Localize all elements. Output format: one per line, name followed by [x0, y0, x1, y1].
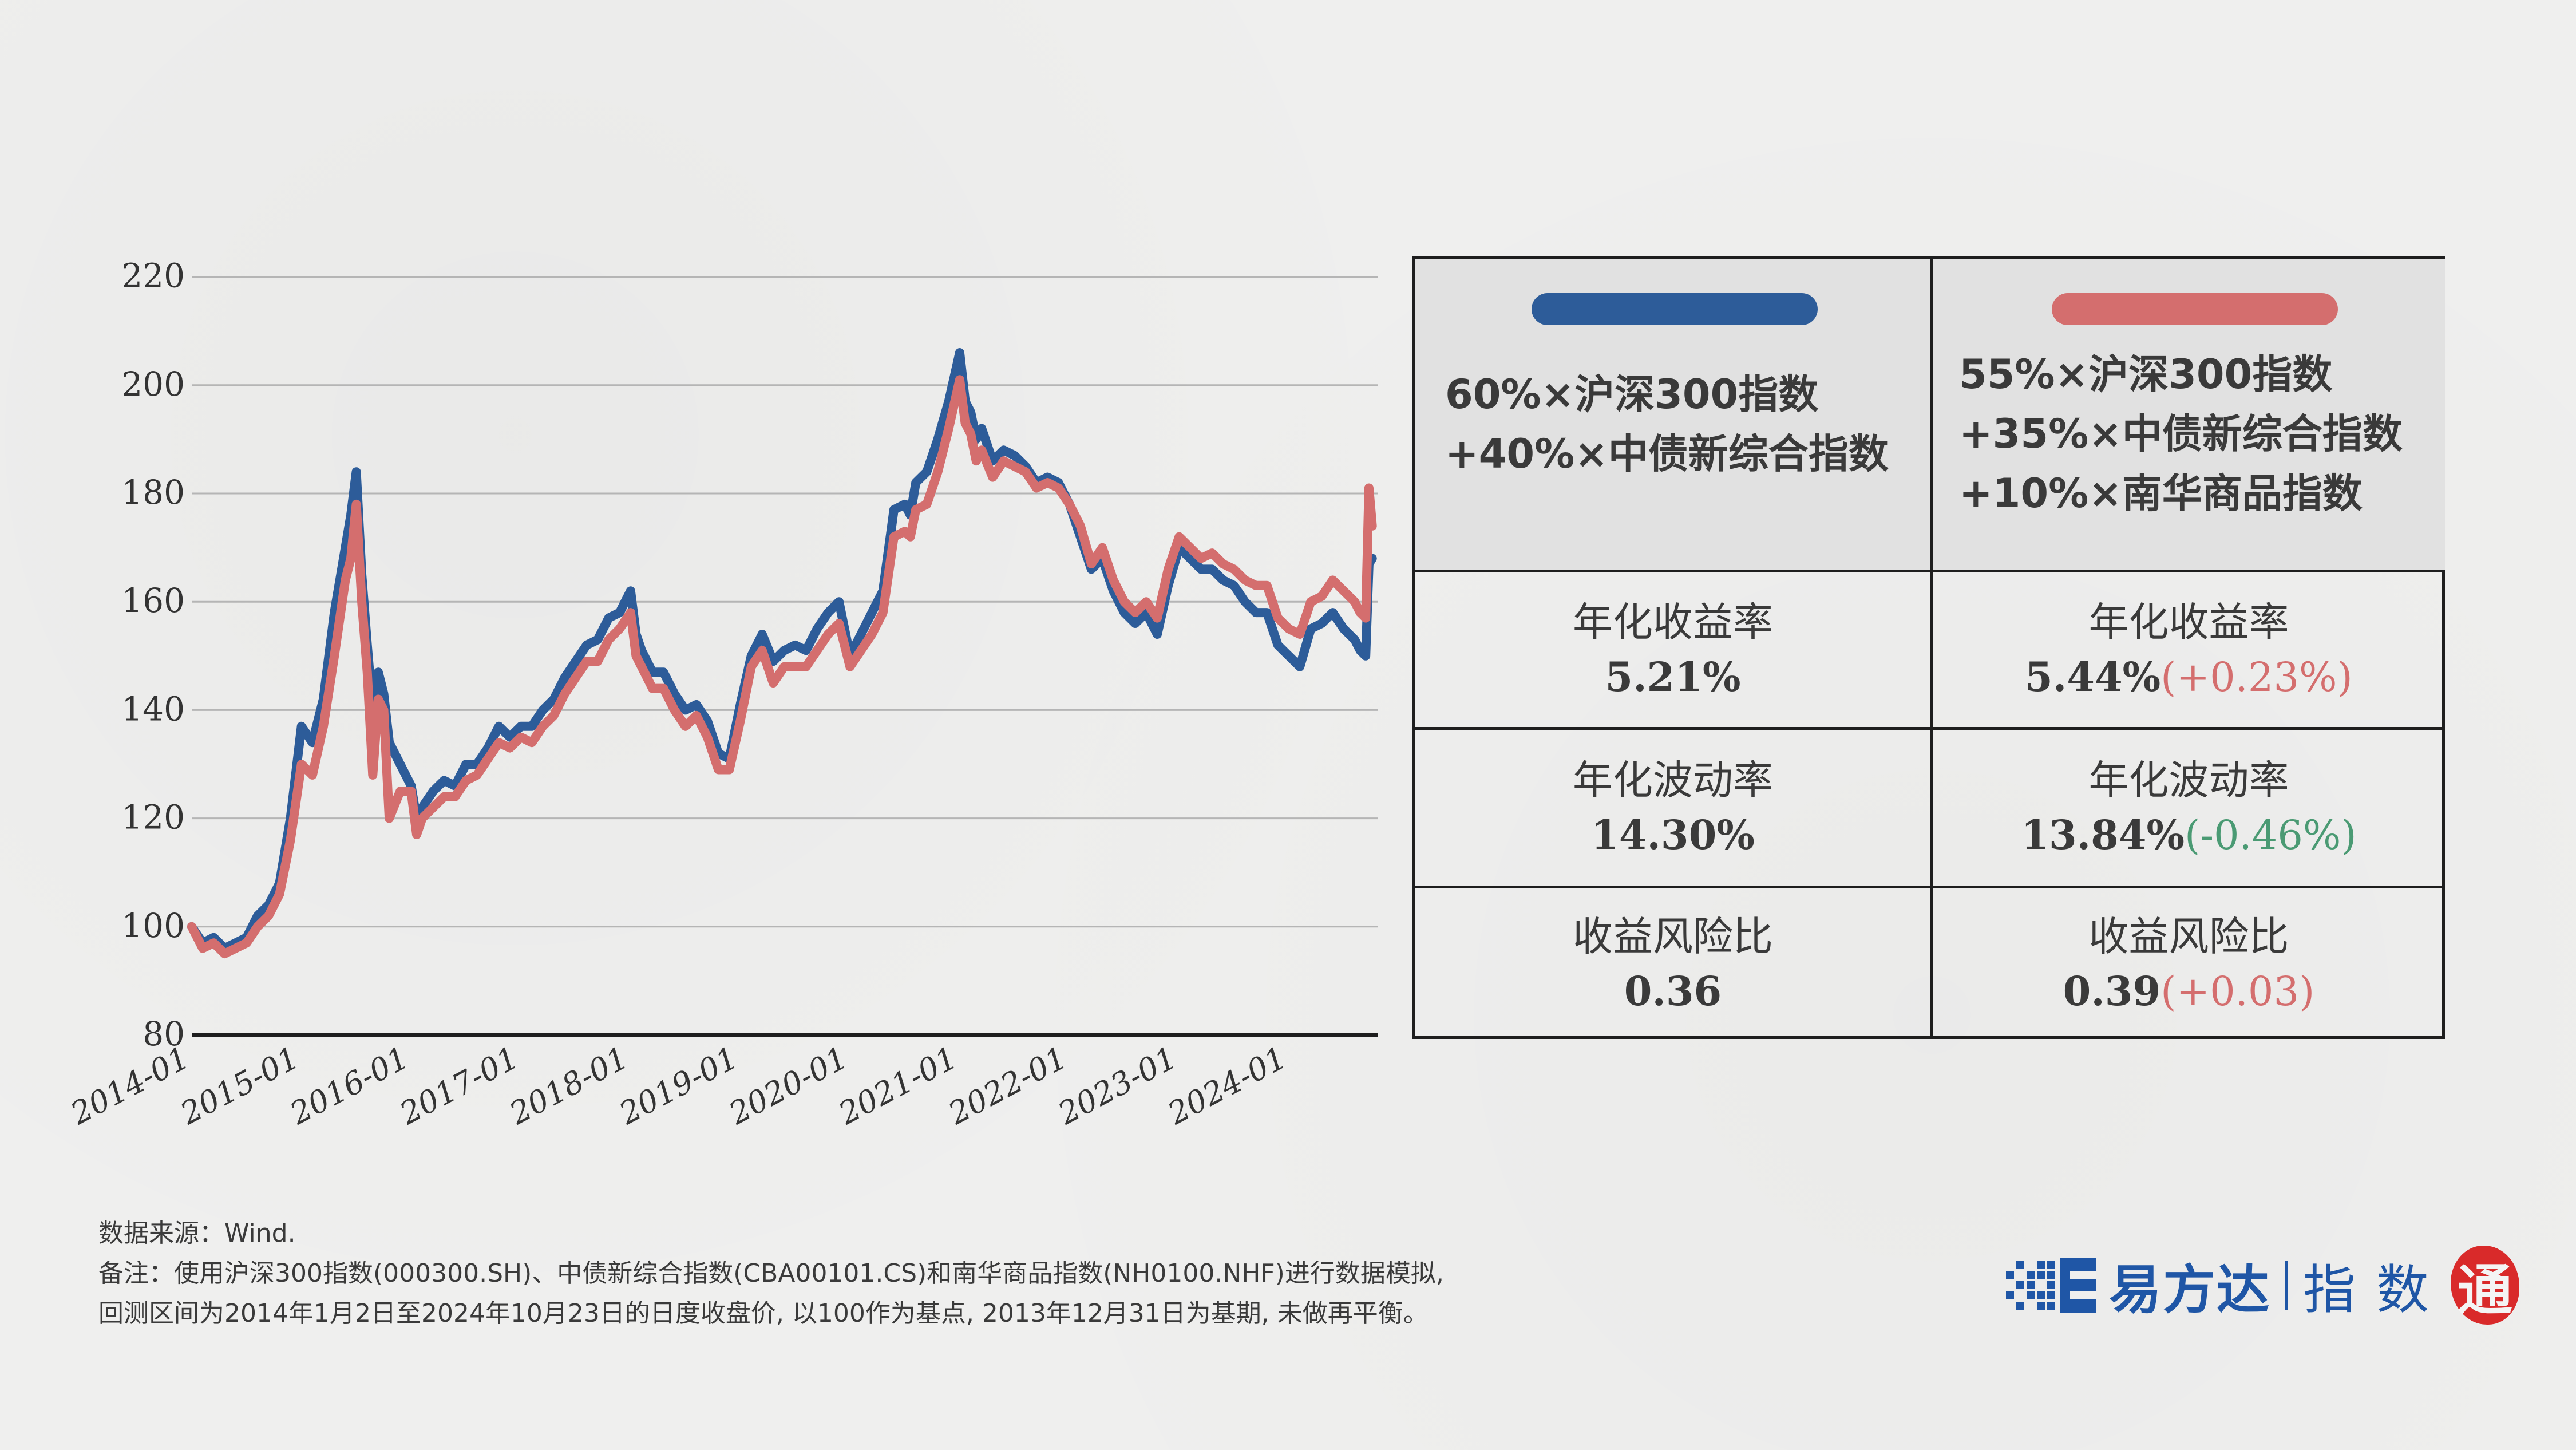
y-tick-label: 220 [121, 256, 185, 295]
series-line-portfolio-a [187, 348, 1377, 953]
header-cell-portfolio-a: 60%×沪深300指数 +40%×中债新综合指数 [1415, 259, 1930, 570]
logo-e-icon [2060, 1258, 2096, 1313]
row-divider [1415, 727, 2442, 730]
y-tick-label: 100 [121, 906, 185, 945]
delta-negative: (-0.46%) [2185, 812, 2357, 859]
remark-line-2: 回测区间为2014年1月2日至2024年10月23日的日度收盘价, 以100作为… [98, 1299, 1429, 1328]
x-tick-label: 2022-01 [942, 1040, 1073, 1132]
brand-logo: 易方达 指数 通 [2006, 1246, 2520, 1325]
brand-sub-name: 指数 [2303, 1259, 2450, 1321]
legend-swatch-portfolio-b [2052, 293, 2338, 325]
seal-stamp-icon: 通 [2451, 1246, 2520, 1325]
comparison-table: 60%×沪深300指数 +40%×中债新综合指数 55%×沪深300指数 +35… [1412, 256, 2445, 1039]
x-tick-label: 2014-01 [65, 1040, 196, 1132]
cell-volatility-a: 年化波动率 14.30% [1573, 757, 1773, 859]
x-tick-label: 2020-01 [723, 1040, 854, 1132]
footnotes: 数据来源：Wind. 备注：使用沪深300指数(000300.SH)、中债新综合… [98, 1214, 1444, 1334]
brand-name: 易方达 [2109, 1259, 2271, 1321]
x-tick-label: 2019-01 [613, 1040, 744, 1132]
x-tick-label: 2016-01 [284, 1040, 415, 1132]
cell-ratio-a: 收益风险比 0.36 [1573, 912, 1773, 1015]
remark-line-1: 备注：使用沪深300指数(000300.SH)、中债新综合指数(CBA00101… [98, 1259, 1444, 1288]
cell-volatility-b: 年化波动率 13.84%(-0.46%) [2021, 757, 2357, 859]
delta-positive: (+0.03) [2160, 967, 2315, 1015]
composition-portfolio-b: 55%×沪深300指数 +35%×中债新综合指数 +10%×南华商品指数 [1959, 351, 2403, 517]
y-tick-label: 160 [121, 581, 185, 620]
y-axis-ticks: 80 100 120 140 160 180 200 220 [121, 256, 185, 1053]
column-divider [1930, 259, 1933, 1036]
x-tick-label: 2017-01 [394, 1040, 525, 1132]
series-lines [187, 348, 1377, 959]
logo-separator [2285, 1261, 2289, 1310]
series-line-portfolio-b [187, 375, 1377, 959]
delta-positive: (+0.23%) [2160, 654, 2353, 701]
cell-return-b: 年化收益率 5.44%(+0.23%) [2025, 599, 2353, 701]
x-tick-label: 2023-01 [1052, 1040, 1183, 1132]
y-tick-label: 120 [121, 798, 185, 837]
legend-swatch-portfolio-a [1532, 293, 1818, 325]
header-cell-portfolio-b: 55%×沪深300指数 +35%×中债新综合指数 +10%×南华商品指数 [1933, 259, 2445, 570]
logo-pixel-mark-icon [2006, 1261, 2055, 1310]
cell-return-a: 年化收益率 5.21% [1573, 599, 1773, 701]
data-source: 数据来源：Wind. [98, 1219, 296, 1248]
y-tick-label: 180 [121, 473, 185, 512]
row-divider [1415, 570, 2442, 572]
cell-ratio-b: 收益风险比 0.39(+0.03) [2063, 912, 2315, 1015]
row-divider [1415, 886, 2442, 888]
x-tick-label: 2018-01 [503, 1040, 634, 1132]
x-tick-label: 2024-01 [1162, 1040, 1293, 1132]
x-axis-ticks: 2014-012015-012016-012017-012018-012019-… [65, 1040, 1293, 1132]
composition-portfolio-a: 60%×沪深300指数 +40%×中债新综合指数 [1445, 371, 1889, 477]
y-tick-label: 200 [121, 365, 185, 404]
y-tick-label: 80 [143, 1014, 185, 1053]
y-tick-label: 140 [121, 689, 185, 728]
x-tick-label: 2021-01 [832, 1040, 963, 1132]
x-tick-label: 2015-01 [174, 1040, 305, 1132]
